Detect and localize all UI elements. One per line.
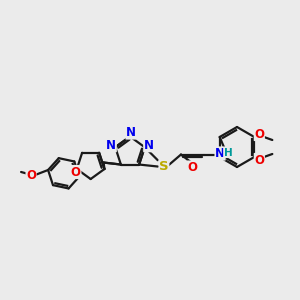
Text: O: O [26,169,36,182]
Text: O: O [254,154,264,166]
Text: N: N [126,126,136,139]
Text: H: H [224,148,233,158]
Text: O: O [71,166,81,178]
Text: S: S [159,160,169,173]
Text: N: N [144,139,154,152]
Text: O: O [188,161,197,174]
Text: O: O [254,128,264,140]
Text: N: N [106,139,116,152]
Text: N: N [215,147,225,160]
